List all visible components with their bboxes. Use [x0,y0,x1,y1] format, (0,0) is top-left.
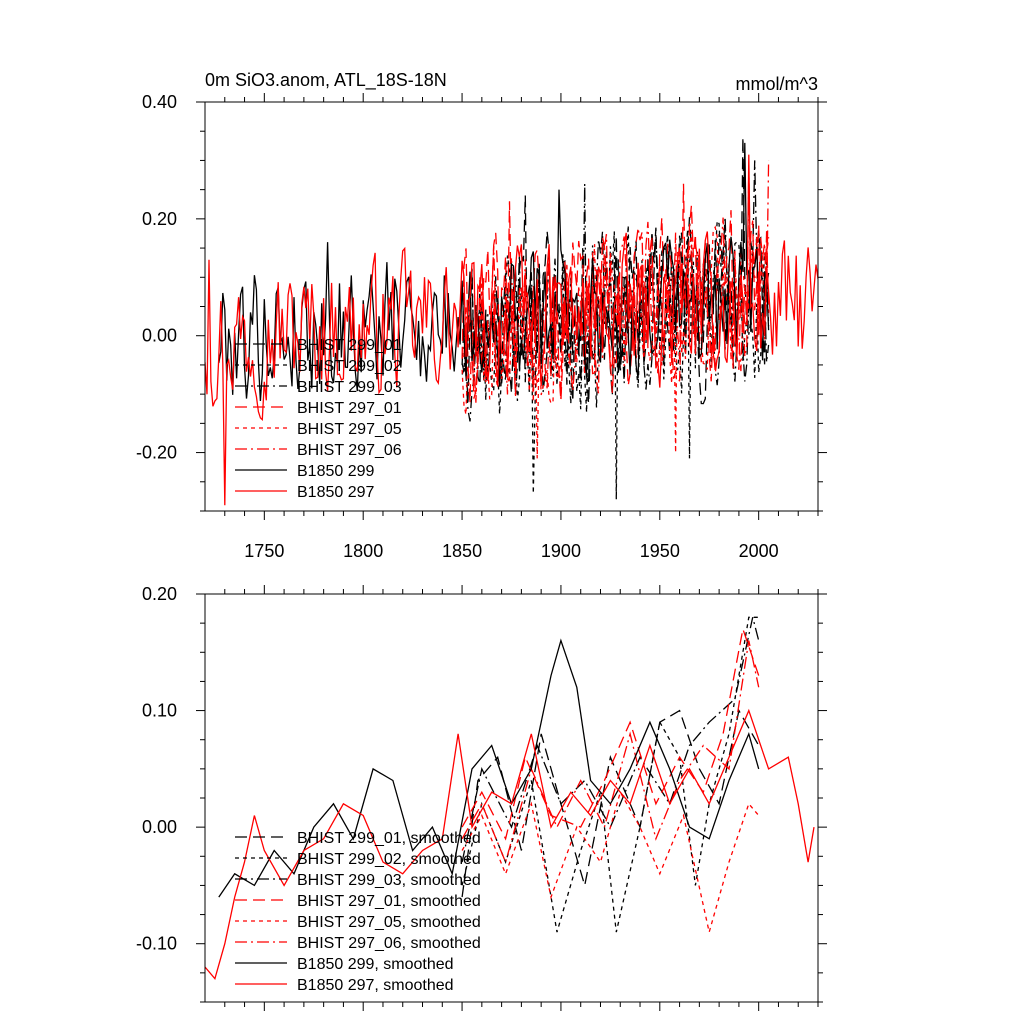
y-tick-label: -0.10 [136,934,177,954]
legend-label: BHIST 297_01 [297,400,402,417]
series-line-4 [461,626,760,841]
y-tick-label: 0.20 [142,209,177,229]
y-tick-label: 0.00 [142,817,177,837]
series-line-5 [461,790,760,933]
legend-label: BHIST 297_01, smoothed [297,893,481,910]
legend-label: B1850 299 [297,463,375,480]
series-line-7 [218,638,760,898]
legend-label: BHIST 297_06 [297,442,402,459]
series-line-8 [205,154,818,506]
legend-label: BHIST 299_01, smoothed [297,830,481,847]
series-line-7 [218,142,770,402]
series-line-2 [461,218,770,500]
series-group [205,137,818,506]
x-tick-label: 1900 [541,541,581,561]
y-tick-label: 0.00 [142,326,177,346]
y-tick-label: 0.40 [142,92,177,112]
series-line-5 [461,225,770,459]
top-panel: 1750 1800 1850 1900 1950 2000 -0.20 0.00 0.20 0.4… [136,92,827,561]
x-tick-label: 1850 [442,541,482,561]
x-tick-label: 1950 [640,541,680,561]
series-line-2 [461,616,759,933]
legend: BHIST 299_01 BHIST 299_02 BHIST 299_03 BHIS… [235,337,402,501]
series-line-6 [461,640,760,865]
legend-label: B1850 297, smoothed [297,977,454,994]
chart-title: 0m SiO3.anom, ATL_18S-18N [205,70,447,91]
x-tick-label: 1750 [244,541,284,561]
x-tick-label: 2000 [739,541,779,561]
y-tick-label: 0.10 [142,701,177,721]
series-line-3 [461,617,760,863]
legend-label: BHIST 299_02, smoothed [297,851,481,868]
legend-label: B1850 297 [297,484,375,501]
legend: BHIST 299_01, smoothed BHIST 299_02, smoo… [235,830,481,994]
legend-label: BHIST 299_03 [297,379,402,396]
legend-label: BHIST 297_05, smoothed [297,914,481,931]
legend-label: B1850 299, smoothed [297,956,454,973]
y-tick-label: -0.20 [136,443,177,463]
y-tick-label: 0.20 [142,584,177,604]
legend-label: BHIST 297_05 [297,421,402,438]
legend-label: BHIST 297_06, smoothed [297,935,481,952]
series-line-8 [205,708,815,981]
x-tick-label: 1800 [343,541,383,561]
legend-label: BHIST 299_01 [297,337,402,354]
chart-units: mmol/m^3 [736,74,818,94]
series-group [205,616,815,981]
legend-label: BHIST 299_03, smoothed [297,872,481,889]
legend-label: BHIST 299_02 [297,358,402,375]
